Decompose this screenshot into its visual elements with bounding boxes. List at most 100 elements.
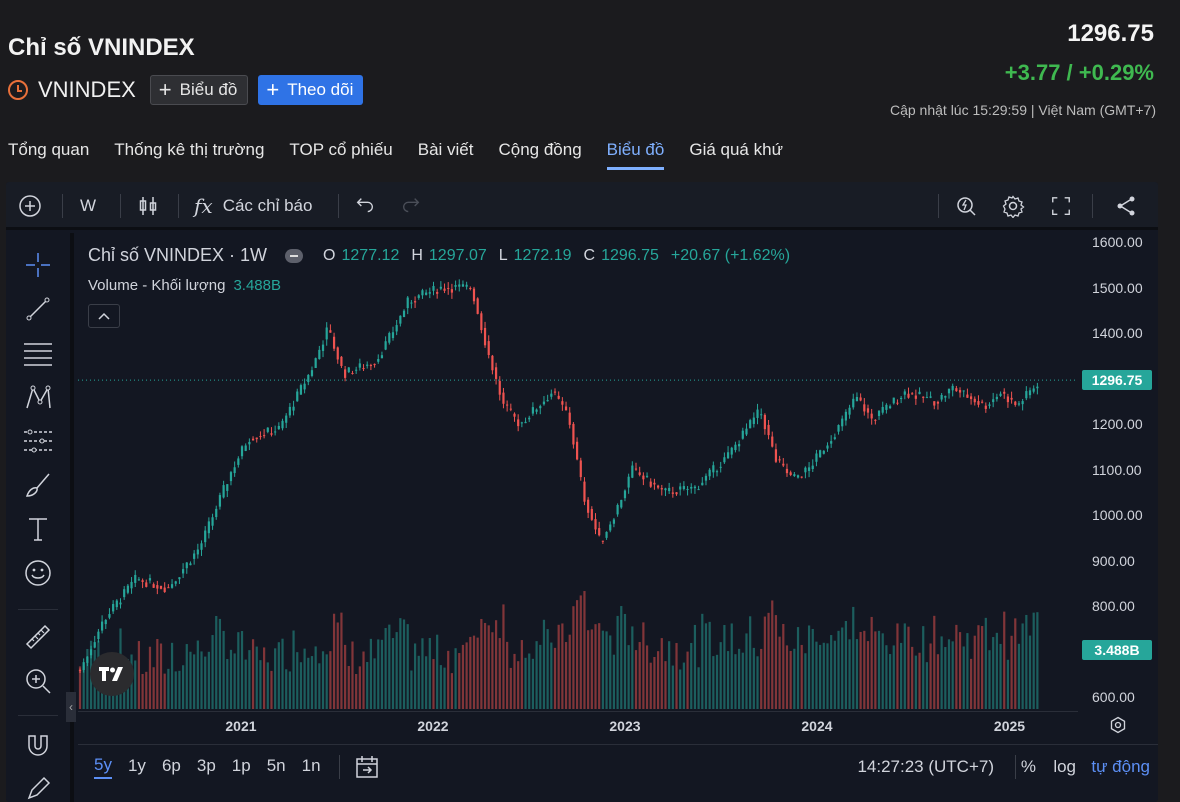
candle: [671, 486, 674, 498]
change-value: +20.67 (+1.62%): [670, 246, 791, 264]
tab-top-stocks[interactable]: TOP cổ phiếu: [289, 140, 393, 159]
candle: [726, 446, 730, 459]
calendar-icon: [355, 755, 378, 778]
range-6m[interactable]: 6p: [161, 755, 181, 775]
add-symbol-button[interactable]: [18, 182, 42, 230]
emoji-tool[interactable]: [20, 555, 56, 591]
server-time[interactable]: 14:27:23 (UTC+7): [857, 756, 994, 776]
settings-button[interactable]: [1001, 182, 1025, 230]
indicators-button[interactable]: fx Các chỉ báo: [194, 182, 312, 230]
time-axis[interactable]: 2021 2022 2023 2024 2025: [78, 711, 1078, 741]
share-button[interactable]: [1114, 182, 1138, 230]
candle: [822, 450, 825, 455]
forecast-tool[interactable]: [20, 423, 56, 459]
tab-chart[interactable]: Biểu đồ: [606, 140, 665, 170]
pencil-tool[interactable]: [20, 771, 56, 802]
candle: [564, 401, 568, 411]
range-1y[interactable]: 1y: [127, 755, 146, 775]
volume-bar: [782, 623, 785, 709]
candle: [189, 561, 192, 566]
candle: [819, 449, 822, 458]
candle: [388, 331, 391, 345]
volume-bar: [601, 630, 604, 709]
text-tool[interactable]: [20, 511, 56, 547]
tab-community[interactable]: Cộng đồng: [498, 140, 582, 159]
chart-toolbar: W fx Các chỉ báo: [6, 182, 1158, 230]
volume-bar: [701, 613, 704, 709]
tab-bar: Tổng quan Thống kê thị trường TOP cổ phi…: [8, 140, 783, 170]
candle: [130, 577, 133, 594]
volume-bar: [712, 656, 715, 709]
volume-bar: [763, 616, 766, 709]
volume-bar: [671, 665, 674, 709]
volume-bar: [933, 615, 936, 709]
candle: [417, 294, 420, 300]
percent-scale-toggle[interactable]: %: [1020, 756, 1036, 776]
candle: [204, 526, 207, 548]
volume-bar: [520, 640, 523, 709]
tab-market-stats[interactable]: Thống kê thị trường: [114, 140, 265, 159]
tab-history[interactable]: Giá quá khứ: [689, 140, 783, 159]
undo-button[interactable]: [354, 182, 376, 230]
tradingview-logo[interactable]: [90, 652, 134, 696]
volume-bar: [969, 658, 973, 709]
price-axis-label: 600.00: [1092, 689, 1135, 706]
trendline-tool[interactable]: [20, 291, 56, 327]
volume-bar: [1025, 614, 1028, 709]
volume-bar: [822, 642, 825, 709]
date-range-button[interactable]: [354, 754, 380, 780]
volume-bar: [789, 650, 792, 709]
pattern-tool[interactable]: [20, 379, 56, 415]
tv-logo-icon: [99, 667, 123, 681]
tab-overview[interactable]: Tổng quan: [8, 140, 90, 159]
volume-bar: [226, 659, 229, 709]
volume-bar: [925, 662, 929, 709]
candle: [432, 281, 435, 296]
candle: [517, 414, 520, 432]
text-icon: [29, 518, 47, 541]
candle: [244, 443, 247, 452]
quick-search-button[interactable]: [954, 182, 978, 230]
volume-bar: [215, 615, 218, 709]
volume-bar: [436, 634, 439, 709]
price-axis-label: 900.00: [1092, 552, 1135, 569]
chart-type-button[interactable]: [136, 182, 160, 230]
volume-bar: [285, 669, 288, 709]
candle: [594, 513, 597, 535]
interval-button[interactable]: W: [80, 196, 97, 215]
collapse-legend-button[interactable]: [88, 304, 120, 328]
hide-series-icon[interactable]: [285, 248, 304, 263]
auto-scale-toggle[interactable]: tự động: [1091, 756, 1150, 776]
range-5y[interactable]: 5y: [94, 755, 112, 779]
volume-bar: [303, 648, 306, 709]
fullscreen-button[interactable]: [1050, 182, 1072, 230]
brush-tool[interactable]: [20, 467, 56, 503]
pattern-icon: [26, 385, 51, 409]
volume-bar: [535, 641, 538, 709]
volume-bar: [977, 625, 980, 709]
range-1d[interactable]: 1n: [301, 755, 321, 775]
redo-button[interactable]: [400, 182, 422, 230]
fib-tool[interactable]: [20, 335, 56, 371]
range-5d[interactable]: 5n: [266, 755, 286, 775]
chevron-up-icon: [98, 312, 110, 320]
crosshair-tool[interactable]: [20, 247, 56, 283]
tab-articles[interactable]: Bài viết: [417, 140, 474, 159]
measure-tool[interactable]: [20, 619, 56, 655]
candle: [763, 413, 766, 435]
candle: [907, 387, 910, 399]
log-scale-toggle[interactable]: log: [1053, 756, 1076, 776]
magnet-tool[interactable]: [20, 727, 56, 763]
chart-button[interactable]: + Biểu đồ: [149, 75, 249, 105]
volume-bar: [428, 638, 431, 709]
zoom-tool[interactable]: [20, 663, 56, 699]
volume-bar: [472, 635, 476, 709]
price-chart-area[interactable]: [78, 233, 1078, 711]
collapse-left-toolbar-button[interactable]: ‹: [66, 692, 76, 722]
range-3m[interactable]: 3p: [196, 755, 216, 775]
volume-bar: [922, 626, 925, 709]
candle: [922, 396, 925, 403]
follow-button[interactable]: + Theo dõi: [258, 75, 364, 105]
axis-settings-button[interactable]: [1108, 715, 1128, 740]
range-1m[interactable]: 1p: [231, 755, 251, 775]
